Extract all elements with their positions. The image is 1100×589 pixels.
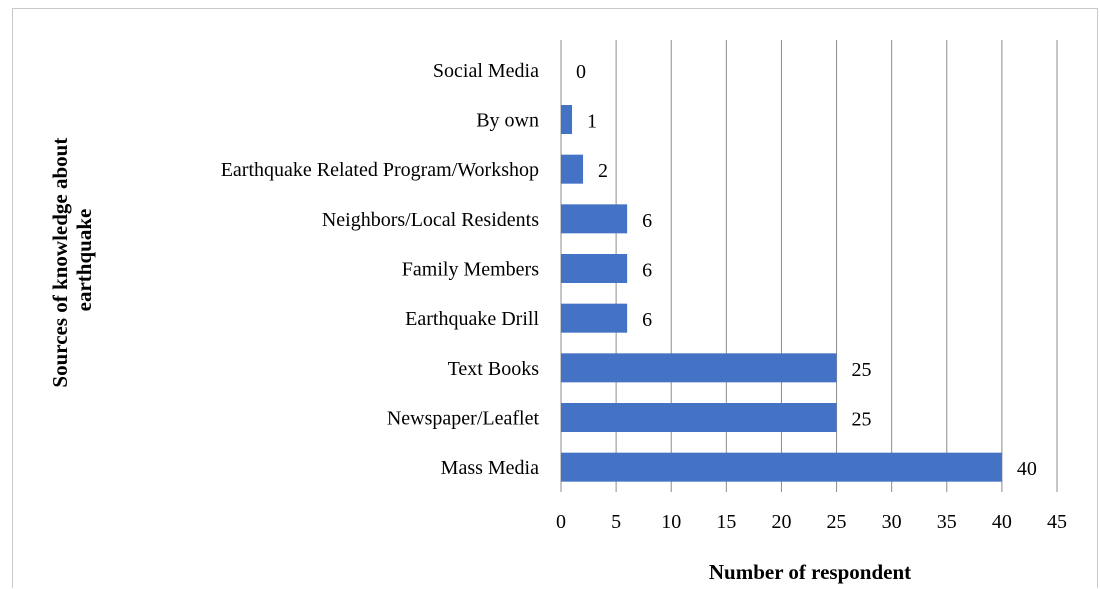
chart-frame [12,8,1098,588]
category-label: By own [476,110,539,132]
data-label: 6 [642,309,652,331]
category-label: Family Members [402,259,539,281]
x-tick-label: 20 [771,511,791,533]
category-label: Text Books [448,358,540,380]
x-tick-labels: 0 5 10 15 20 25 30 35 40 45 [556,511,1067,533]
category-label: Earthquake Related Program/Workshop [221,159,539,181]
data-label: 6 [642,260,652,282]
x-tick-label: 45 [1047,511,1067,533]
x-tick-label: 30 [882,511,902,533]
bar [561,105,573,134]
y-axis-title-line-1: Sources of knowledge about [48,138,72,388]
bar [561,353,837,383]
bars [561,105,1002,482]
x-tick-label: 25 [827,511,847,533]
x-tick-label: 15 [716,511,736,533]
bar [561,452,1002,482]
bar [561,303,628,333]
bar [561,254,628,283]
y-axis-title-line-2: earthquake [72,209,96,312]
x-tick-label: 0 [556,511,566,533]
category-labels: Social Media By own Earthquake Related Pro… [221,60,540,479]
category-label: Newspaper/Leaflet [387,408,540,430]
category-label: Neighbors/Local Residents [322,209,539,231]
data-label: 6 [642,210,652,232]
data-label: 2 [598,160,608,182]
category-label: Social Media [433,60,539,82]
x-tick-label: 5 [611,511,621,533]
x-tick-label: 35 [937,511,957,533]
category-label: Mass Media [441,457,539,479]
y-axis-title: Sources of knowledge about earthquake [48,132,96,387]
data-labels: 0 1 2 6 6 6 25 25 40 [576,61,1037,480]
category-label: Earthquake Drill [405,308,539,330]
bar [561,403,837,432]
data-label: 1 [587,111,597,133]
x-tick-label: 40 [992,511,1012,533]
x-axis-title: Number of respondent [709,560,911,584]
x-tick-label: 10 [661,511,681,533]
data-label: 25 [852,359,872,381]
data-label: 25 [852,409,872,431]
data-label: 0 [576,61,586,83]
bar [561,154,584,184]
bar [561,204,628,234]
data-label: 40 [1017,458,1037,480]
